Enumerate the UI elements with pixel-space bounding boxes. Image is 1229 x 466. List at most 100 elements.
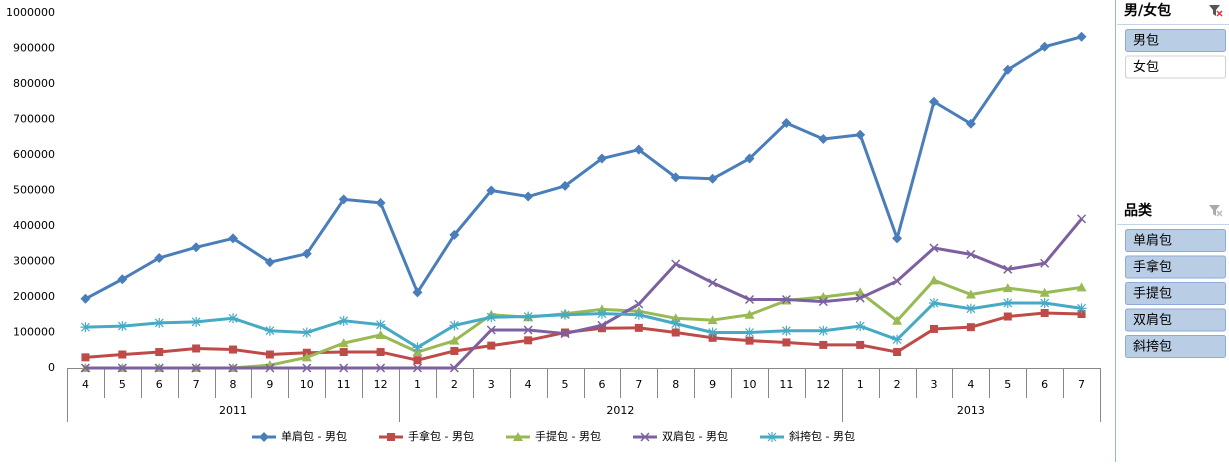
- marker: [745, 336, 754, 345]
- slicer-item-box[interactable]: [1125, 229, 1226, 252]
- marker-shape: [449, 335, 460, 345]
- marker: [818, 297, 828, 307]
- marker: [670, 313, 681, 323]
- marker-shape: [928, 275, 939, 285]
- slicer-item[interactable]: 女包: [1125, 55, 1226, 79]
- slicer-item-label[interactable]: 手提包: [1133, 286, 1172, 302]
- marker: [708, 333, 717, 342]
- marker: [412, 342, 423, 353]
- y-tick-label: 200000: [13, 290, 55, 303]
- marker: [1040, 258, 1050, 268]
- marker: [375, 329, 386, 339]
- slicer-item-box[interactable]: [1125, 308, 1226, 332]
- marker: [412, 287, 423, 298]
- marker: [487, 341, 496, 350]
- marker: [708, 278, 718, 288]
- marker-shape: [634, 323, 643, 332]
- marker-shape: [117, 363, 127, 373]
- marker-shape: [486, 185, 497, 196]
- marker-shape: [117, 274, 128, 285]
- slicer-item-box[interactable]: [1125, 55, 1226, 79]
- slicer-item[interactable]: 手提包: [1125, 282, 1226, 305]
- slicer-item[interactable]: 单肩包: [1125, 229, 1226, 252]
- marker: [744, 153, 755, 164]
- slicer-item[interactable]: 手拿包: [1125, 255, 1226, 279]
- x-tick-label: 8: [672, 378, 679, 391]
- marker: [781, 118, 792, 129]
- marker-shape: [633, 144, 644, 155]
- slicer-item-box[interactable]: [1125, 335, 1226, 358]
- marker: [192, 344, 201, 353]
- slicer-title: 品类: [1124, 202, 1153, 219]
- marker-shape: [228, 233, 239, 244]
- marker: [339, 348, 348, 357]
- marker-shape: [707, 173, 718, 184]
- slicer-item[interactable]: 男包: [1125, 29, 1226, 52]
- slicer-item-label[interactable]: 单肩包: [1133, 233, 1172, 249]
- marker: [387, 433, 395, 441]
- slicer-item-box[interactable]: [1125, 255, 1226, 279]
- marker-shape: [228, 363, 238, 373]
- slicer-item-label[interactable]: 双肩包: [1133, 312, 1172, 328]
- slicer-item-label[interactable]: 女包: [1133, 59, 1159, 75]
- marker-shape: [118, 350, 127, 359]
- marker-shape: [1002, 283, 1013, 293]
- marker: [633, 144, 644, 155]
- marker: [154, 317, 165, 328]
- marker-shape: [1077, 310, 1086, 319]
- marker-shape: [670, 172, 681, 183]
- y-tick-label: 600000: [13, 148, 55, 161]
- marker-shape: [966, 249, 976, 259]
- slicer-item-box[interactable]: [1125, 282, 1226, 305]
- marker: [855, 293, 865, 303]
- marker: [767, 432, 777, 442]
- x-tick-label: 8: [230, 378, 237, 391]
- clear-filter-button[interactable]: [1209, 205, 1223, 217]
- marker: [671, 259, 681, 269]
- marker: [855, 321, 866, 332]
- marker: [229, 345, 238, 354]
- marker-shape: [893, 348, 902, 357]
- x-tick-label: 10: [300, 378, 314, 391]
- marker-shape: [338, 194, 349, 205]
- marker: [560, 329, 570, 339]
- marker: [486, 185, 497, 196]
- marker: [892, 233, 903, 244]
- y-tick-label: 800000: [13, 77, 55, 90]
- marker: [597, 320, 607, 330]
- marker-shape: [597, 324, 606, 333]
- marker: [80, 322, 91, 333]
- marker: [228, 313, 239, 324]
- marker: [259, 432, 269, 442]
- slicer-item-label[interactable]: 斜挎包: [1133, 340, 1172, 355]
- x-tick-label: 5: [562, 378, 569, 391]
- y-tick-label: 100000: [13, 326, 55, 339]
- marker-shape: [513, 432, 523, 441]
- slicer-item-label[interactable]: 男包: [1133, 34, 1159, 49]
- marker: [118, 350, 127, 359]
- marker-shape: [929, 243, 939, 253]
- marker-shape: [965, 118, 976, 129]
- marker-shape: [596, 153, 607, 164]
- marker: [523, 191, 534, 202]
- marker: [965, 303, 976, 314]
- marker: [1002, 64, 1013, 75]
- marker-shape: [965, 289, 976, 299]
- slicer-item-label[interactable]: 手拿包: [1133, 259, 1172, 275]
- clear-filter-button[interactable]: [1209, 5, 1223, 17]
- marker: [965, 118, 976, 129]
- slicer-item[interactable]: 双肩包: [1125, 308, 1226, 332]
- legend-label: 双肩包 - 男包: [662, 429, 728, 443]
- marker-shape: [707, 315, 718, 325]
- slicer-item-box[interactable]: [1125, 29, 1226, 52]
- marker: [744, 309, 755, 319]
- slicer-item[interactable]: 斜挎包: [1125, 335, 1226, 358]
- marker: [450, 346, 459, 355]
- marker: [228, 363, 238, 373]
- filter-icon: [1209, 5, 1220, 16]
- marker: [376, 363, 386, 373]
- legend-label: 手拿包 - 男包: [408, 429, 474, 443]
- marker: [597, 324, 606, 333]
- marker: [1039, 41, 1050, 52]
- marker-shape: [634, 299, 644, 309]
